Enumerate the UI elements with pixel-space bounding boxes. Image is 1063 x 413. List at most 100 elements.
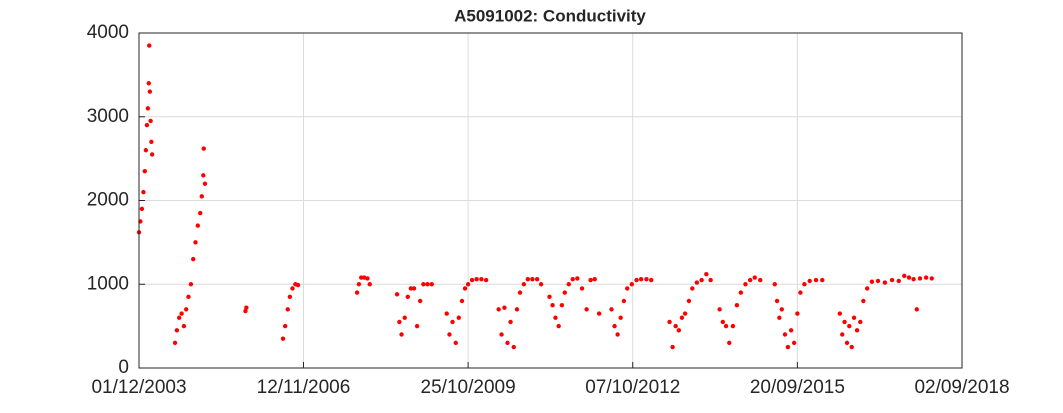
- data-point: [514, 307, 520, 312]
- data-point: [592, 277, 597, 282]
- data-point: [149, 139, 154, 145]
- data-point: [139, 206, 145, 212]
- data-point: [459, 298, 465, 304]
- data-point: [365, 276, 370, 281]
- data-point: [802, 282, 807, 287]
- data-point: [287, 294, 293, 300]
- data-point: [295, 282, 301, 288]
- data-point: [917, 276, 923, 281]
- data-point: [149, 152, 155, 157]
- data-point: [570, 277, 575, 282]
- data-point: [923, 275, 929, 280]
- data-point: [612, 323, 617, 329]
- data-point: [670, 344, 675, 350]
- x-tick-label: 01/12/2003: [91, 377, 186, 398]
- data-point: [837, 311, 843, 316]
- data-point: [172, 340, 178, 346]
- data-point: [444, 311, 449, 316]
- data-point: [356, 282, 362, 287]
- data-point: [453, 340, 458, 346]
- data-point: [397, 319, 402, 325]
- data-point: [188, 282, 194, 287]
- data-point: [553, 315, 558, 320]
- data-point: [798, 290, 803, 295]
- data-point: [747, 277, 753, 283]
- data-point: [499, 332, 504, 337]
- data-point: [840, 332, 845, 337]
- data-point: [584, 307, 589, 312]
- data-point: [425, 282, 430, 287]
- x-tick-label: 25/10/2009: [421, 377, 516, 398]
- data-point: [638, 277, 644, 282]
- data-point: [290, 286, 295, 291]
- data-point: [479, 277, 484, 282]
- data-point: [450, 319, 455, 325]
- data-point: [474, 277, 479, 282]
- data-point: [730, 323, 736, 329]
- data-point: [143, 148, 149, 153]
- data-point: [562, 290, 567, 295]
- data-point: [727, 340, 732, 346]
- data-point: [849, 344, 854, 350]
- data-point: [179, 311, 184, 316]
- data-point: [621, 298, 627, 304]
- data-point: [774, 298, 780, 304]
- data-point: [844, 340, 850, 346]
- y-tick-label: 2000: [87, 190, 129, 211]
- data-point: [547, 294, 552, 300]
- data-point: [588, 277, 593, 283]
- data-point: [779, 307, 784, 312]
- data-point: [550, 302, 555, 308]
- data-point: [148, 118, 153, 124]
- data-point: [596, 311, 602, 316]
- data-point: [699, 277, 704, 283]
- data-point: [469, 277, 475, 283]
- data-point: [202, 181, 208, 186]
- data-point: [394, 292, 400, 297]
- data-point: [882, 280, 888, 285]
- data-point: [538, 282, 544, 287]
- y-tick-label: 4000: [87, 22, 129, 43]
- data-point: [609, 307, 614, 312]
- data-point: [174, 328, 180, 333]
- data-point: [717, 307, 722, 312]
- data-point: [734, 302, 740, 308]
- data-point: [777, 315, 782, 320]
- y-tick-label: 1000: [87, 273, 129, 294]
- data-point: [147, 89, 153, 94]
- data-point: [462, 286, 468, 291]
- data-point: [813, 277, 819, 283]
- data-point: [146, 81, 151, 86]
- data-point: [456, 315, 461, 320]
- data-point: [625, 286, 630, 291]
- data-point: [566, 282, 571, 287]
- data-point: [807, 278, 812, 284]
- data-point: [417, 298, 423, 304]
- data-point: [785, 344, 791, 350]
- data-point: [673, 323, 678, 329]
- data-point: [854, 328, 860, 333]
- data-point: [629, 282, 635, 287]
- data-point: [147, 43, 152, 48]
- data-point: [198, 210, 203, 216]
- data-point: [144, 122, 150, 128]
- data-point: [521, 282, 527, 287]
- data-point: [743, 282, 748, 287]
- data-point: [869, 279, 875, 284]
- data-point: [534, 277, 540, 282]
- data-point: [911, 277, 916, 282]
- data-point: [875, 278, 881, 284]
- data-point: [667, 319, 672, 325]
- x-tick-label: 07/10/2012: [585, 377, 680, 398]
- data-point: [176, 315, 182, 320]
- data-point: [280, 336, 286, 341]
- y-tick-label: 0: [118, 357, 129, 378]
- data-point: [517, 290, 523, 295]
- x-tick-label: 20/09/2015: [750, 377, 845, 398]
- data-point: [282, 323, 288, 329]
- data-point: [708, 277, 713, 283]
- data-point: [244, 305, 249, 310]
- data-point: [411, 286, 417, 291]
- data-point: [795, 311, 800, 316]
